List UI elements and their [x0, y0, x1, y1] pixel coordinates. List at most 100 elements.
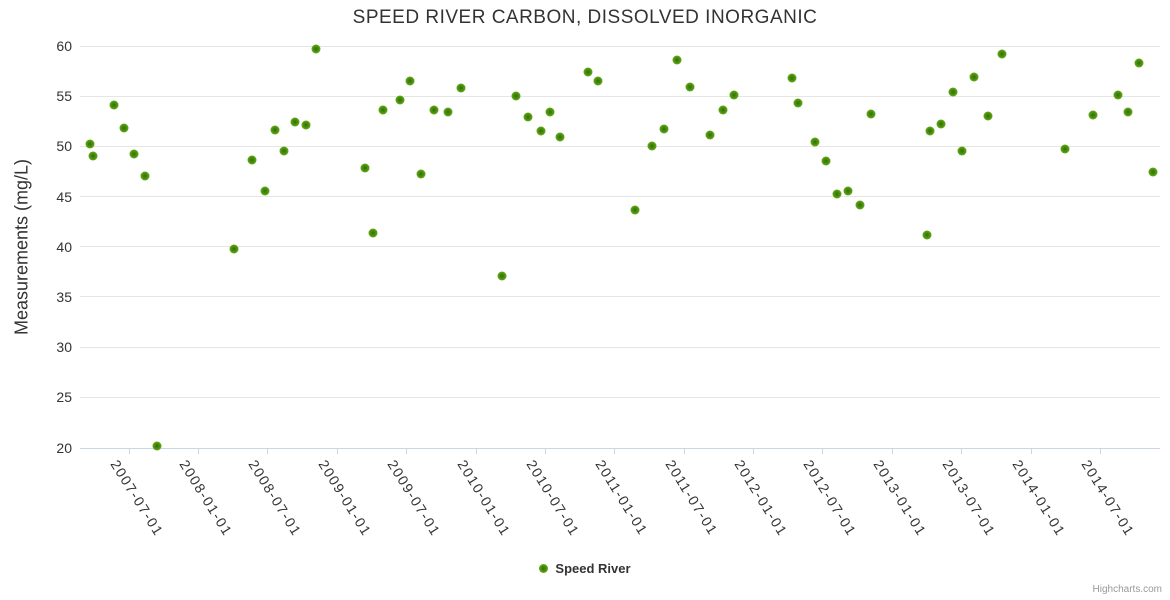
data-point[interactable]	[1113, 90, 1123, 100]
data-point[interactable]	[360, 163, 370, 173]
y-axis-tick-label: 25	[56, 389, 72, 406]
x-axis-tick	[128, 448, 130, 454]
data-point[interactable]	[279, 146, 289, 156]
data-point[interactable]	[405, 76, 415, 86]
x-axis-tick-label: 2008-01-01	[176, 456, 236, 539]
x-axis-tick	[1030, 448, 1032, 454]
legend-marker-icon	[539, 564, 549, 573]
x-axis-tick	[198, 448, 200, 454]
data-point[interactable]	[787, 73, 797, 83]
data-point[interactable]	[229, 244, 238, 254]
data-point[interactable]	[260, 186, 270, 196]
x-axis-tick-label: 2012-07-01	[800, 456, 861, 539]
data-point[interactable]	[545, 107, 555, 117]
data-point[interactable]	[843, 186, 853, 196]
data-point[interactable]	[1088, 110, 1098, 120]
y-gridline	[80, 396, 1160, 398]
x-axis-tick-label: 2013-07-01	[939, 456, 1000, 539]
data-point[interactable]	[536, 126, 546, 136]
data-point[interactable]	[925, 126, 935, 136]
data-point[interactable]	[718, 105, 728, 115]
y-axis-tick-label: 35	[56, 288, 72, 305]
data-point[interactable]	[647, 141, 657, 151]
data-point[interactable]	[301, 120, 311, 130]
data-point[interactable]	[378, 105, 388, 115]
data-point[interactable]	[659, 124, 669, 134]
data-point[interactable]	[685, 82, 695, 92]
x-axis-tick	[822, 448, 824, 454]
data-point[interactable]	[821, 156, 831, 166]
x-axis-tick-label: 2012-01-01	[731, 456, 791, 539]
data-point[interactable]	[416, 169, 426, 179]
x-axis-tick-label: 2009-07-01	[384, 456, 445, 539]
x-axis-tick	[961, 448, 963, 454]
data-point[interactable]	[672, 55, 682, 65]
y-axis-tick-label: 60	[56, 38, 72, 54]
data-point[interactable]	[555, 132, 565, 142]
data-point[interactable]	[109, 100, 119, 110]
data-point[interactable]	[983, 111, 993, 121]
data-point[interactable]	[997, 49, 1007, 59]
data-point[interactable]	[497, 271, 507, 281]
x-axis-line	[80, 447, 1160, 449]
y-axis-tick-label: 55	[56, 88, 72, 105]
data-point[interactable]	[593, 76, 603, 86]
data-point[interactable]	[311, 44, 321, 54]
data-point[interactable]	[1134, 58, 1144, 68]
data-point[interactable]	[922, 230, 932, 240]
x-axis-tick	[406, 448, 408, 454]
data-point[interactable]	[793, 98, 803, 108]
data-point[interactable]	[140, 171, 150, 181]
x-axis-tick	[753, 448, 755, 454]
data-point[interactable]	[152, 441, 162, 451]
legend-label: Speed River	[555, 561, 631, 576]
x-axis-tick-label: 2009-01-01	[315, 456, 375, 539]
y-gridline	[80, 196, 1160, 198]
data-point[interactable]	[1148, 167, 1158, 177]
x-axis-tick-label: 2010-01-01	[453, 456, 514, 539]
data-point[interactable]	[969, 72, 979, 82]
legend-item-speed-river[interactable]: Speed River	[0, 561, 1170, 576]
data-point[interactable]	[957, 146, 967, 156]
data-point[interactable]	[511, 91, 521, 101]
y-gridline	[80, 95, 1160, 97]
data-point[interactable]	[395, 95, 405, 105]
x-axis-tick-label: 2011-01-01	[592, 456, 652, 538]
data-point[interactable]	[85, 139, 95, 149]
y-gridline	[80, 246, 1160, 248]
data-point[interactable]	[630, 205, 640, 215]
data-point[interactable]	[88, 151, 98, 161]
data-point[interactable]	[129, 149, 139, 159]
data-point[interactable]	[270, 125, 280, 135]
data-point[interactable]	[247, 155, 257, 165]
data-point[interactable]	[1060, 144, 1070, 154]
y-axis-tick-label: 20	[56, 439, 72, 456]
data-point[interactable]	[1123, 107, 1133, 117]
data-point[interactable]	[729, 90, 739, 100]
x-axis-tick	[336, 448, 338, 454]
data-point[interactable]	[948, 87, 958, 97]
data-point[interactable]	[705, 130, 715, 140]
data-point[interactable]	[290, 117, 300, 127]
y-axis-tick-label: 40	[56, 238, 72, 255]
highcharts-credit-link[interactable]: Highcharts.com	[1092, 584, 1162, 595]
y-gridline	[80, 145, 1160, 147]
x-axis-tick	[267, 448, 269, 454]
data-point[interactable]	[523, 112, 533, 122]
data-point[interactable]	[936, 119, 946, 129]
data-point[interactable]	[119, 123, 129, 133]
data-point[interactable]	[443, 107, 453, 117]
data-point[interactable]	[429, 105, 439, 115]
data-point[interactable]	[456, 83, 466, 93]
x-axis-tick	[614, 448, 616, 454]
chart-title: SPEED RIVER CARBON, DISSOLVED INORGANIC	[352, 7, 818, 28]
data-point[interactable]	[810, 137, 820, 147]
data-point[interactable]	[832, 189, 842, 199]
data-point[interactable]	[866, 109, 876, 119]
x-axis-tick-label: 2014-07-01	[1078, 456, 1138, 539]
data-point[interactable]	[368, 228, 378, 238]
x-axis-tick-label: 2013-01-01	[870, 456, 930, 539]
data-point[interactable]	[855, 200, 865, 210]
x-axis-tick	[475, 448, 477, 454]
data-point[interactable]	[583, 67, 593, 77]
